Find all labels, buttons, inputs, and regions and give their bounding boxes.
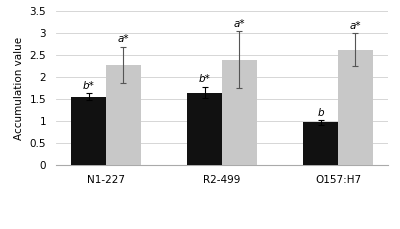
Text: a*: a* — [118, 34, 129, 44]
Bar — [71, 97, 106, 165]
Text: a*: a* — [234, 19, 245, 29]
Bar — [222, 60, 257, 165]
Text: a*: a* — [350, 21, 361, 31]
Bar — [106, 65, 141, 165]
Text: b*: b* — [82, 81, 94, 91]
Bar — [338, 50, 373, 165]
Text: b: b — [317, 108, 324, 117]
Y-axis label: Accumulation value: Accumulation value — [14, 37, 24, 140]
Bar — [187, 93, 222, 165]
Text: b*: b* — [199, 74, 210, 84]
Bar — [303, 122, 338, 165]
